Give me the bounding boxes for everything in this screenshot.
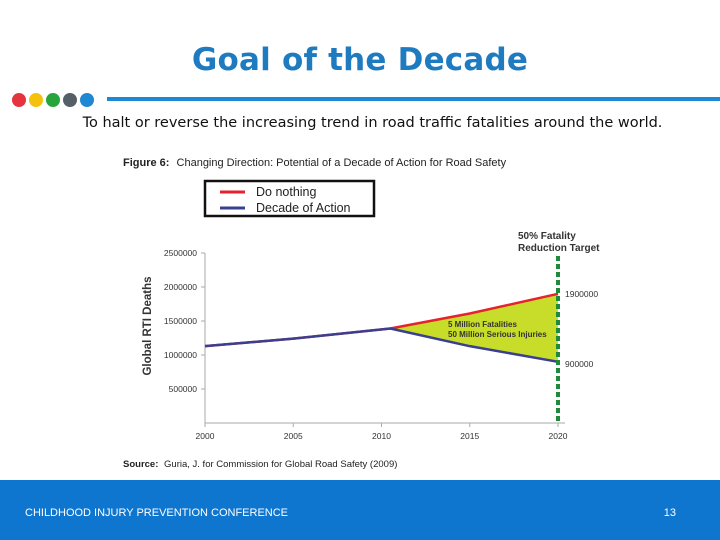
figure-title: Changing Direction: Potential of a Decad… xyxy=(177,157,507,169)
accent-dot-gray xyxy=(63,93,77,107)
accent-dot-red xyxy=(12,93,26,107)
y-axis-label: Global RTI Deaths xyxy=(142,276,154,375)
page-number: 13 xyxy=(663,507,676,519)
y-tick-label: 2000000 xyxy=(164,282,197,292)
slide-title: Goal of the Decade xyxy=(191,42,529,78)
annotation-fatalities: 5 Million Fatalities xyxy=(448,320,517,329)
source-label: Source: xyxy=(123,459,158,470)
x-tick-label: 2000 xyxy=(196,431,215,441)
legend-label-decade: Decade of Action xyxy=(256,201,351,215)
svg-text:Figure 6: Changing Directi: Figure 6: Changing Direction: Potential … xyxy=(123,157,507,169)
road-deaths-chart: Figure 6: Changing Direction: Potential … xyxy=(123,157,600,470)
y-tick-label: 1500000 xyxy=(164,316,197,326)
legend-label-do-nothing: Do nothing xyxy=(256,185,317,199)
y-tick-label: 500000 xyxy=(169,384,198,394)
figure-label: Figure 6: xyxy=(123,157,169,169)
svg-text:Source: Guria, J. for Comm: Source: Guria, J. for Commission for Glo… xyxy=(123,459,397,470)
savings-shaded-area xyxy=(390,293,558,362)
end-label-do-nothing: 1900000 xyxy=(565,289,598,299)
title-rule xyxy=(107,97,720,101)
source-text: Guria, J. for Commission for Global Road… xyxy=(164,459,397,470)
x-tick-label: 2015 xyxy=(460,431,479,441)
accent-dot-yellow xyxy=(29,93,43,107)
accent-dot-green xyxy=(46,93,60,107)
target-label-line-1: 50% Fatality xyxy=(518,231,576,242)
slide-subtitle: To halt or reverse the increasing trend … xyxy=(82,115,663,131)
annotation-injuries: 50 Million Serious Injuries xyxy=(448,330,547,339)
x-tick-label: 2010 xyxy=(372,431,391,441)
target-label-line-2: Reduction Target xyxy=(518,243,600,254)
footer-bar: CHILDHOOD INJURY PREVENTION CONFERENCE 1… xyxy=(0,480,720,540)
end-label-decade-of-action: 900000 xyxy=(565,359,594,369)
legend-box xyxy=(203,179,376,218)
x-tick-label: 2020 xyxy=(549,431,568,441)
series-line-decade-of-action xyxy=(204,327,559,364)
y-tick-label: 2500000 xyxy=(164,248,197,258)
accent-dot-blue xyxy=(80,93,94,107)
x-tick-label: 2005 xyxy=(284,431,303,441)
y-tick-label: 1000000 xyxy=(164,350,197,360)
footer-conference-name: CHILDHOOD INJURY PREVENTION CONFERENCE xyxy=(25,507,289,519)
